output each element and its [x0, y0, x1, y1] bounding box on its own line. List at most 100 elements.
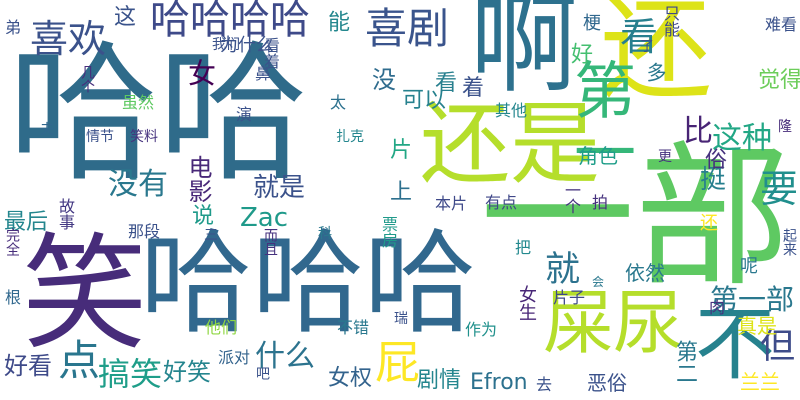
- cloud-word: 点: [58, 336, 101, 385]
- cloud-word: 好笑: [163, 358, 211, 386]
- cloud-word: 三: [202, 227, 218, 241]
- cloud-word: 笑料: [130, 129, 158, 145]
- cloud-word: 一部: [480, 127, 790, 308]
- cloud-word: 还: [600, 0, 712, 115]
- cloud-word: 要: [760, 167, 799, 211]
- cloud-word: 什么: [255, 339, 315, 374]
- cloud-word: 更: [658, 149, 672, 165]
- cloud-word: 比: [683, 114, 713, 149]
- cloud-word: 虽然: [122, 93, 155, 112]
- cloud-word: 会: [592, 275, 605, 289]
- cloud-word: 说: [192, 204, 215, 229]
- cloud-word: 不错: [337, 318, 370, 337]
- cloud-word: 能: [324, 10, 349, 32]
- cloud-word: 还是: [420, 92, 600, 197]
- cloud-word: 没有: [108, 167, 168, 202]
- cloud-word: 挺: [700, 165, 727, 195]
- cloud-word: 根: [5, 288, 22, 307]
- cloud-word: 肉: [709, 298, 726, 317]
- cloud-word: 屁: [375, 336, 421, 389]
- cloud-word: 我们: [212, 37, 240, 53]
- cloud-word: 情节: [86, 129, 114, 145]
- cloud-word: 他们: [205, 318, 238, 337]
- cloud-word: Zac: [240, 203, 289, 233]
- cloud-word: 这种: [712, 121, 772, 156]
- cloud-word: 着: [462, 76, 485, 101]
- cloud-word: 片子: [553, 288, 586, 307]
- cloud-word: 只能: [661, 5, 680, 37]
- cloud-word: 但: [760, 327, 796, 367]
- cloud-word: 起来: [781, 228, 797, 256]
- cloud-word: Efron: [470, 370, 528, 395]
- cloud-word: 依然: [625, 261, 665, 285]
- cloud-word: 觉得: [758, 68, 800, 93]
- cloud-word: 票房: [379, 216, 398, 248]
- cloud-word: 去: [536, 375, 553, 394]
- cloud-word: 其他: [495, 101, 528, 120]
- cloud-word: 作为: [465, 320, 498, 339]
- cloud-word: 拍: [592, 193, 609, 212]
- cloud-word: 吧: [254, 366, 270, 380]
- cloud-word: 可以: [402, 88, 447, 113]
- cloud-word: 屎尿: [543, 282, 683, 364]
- cloud-word: 扎克: [336, 129, 364, 145]
- cloud-word: 还: [700, 213, 718, 234]
- cloud-word: 故事: [56, 198, 75, 230]
- cloud-word: 哈哈: [8, 28, 309, 202]
- cloud-word: 隆: [778, 119, 792, 135]
- cloud-word: 女权: [328, 366, 373, 391]
- cloud-word: 哈哈哈: [140, 219, 476, 349]
- cloud-word: 啊: [470, 0, 579, 108]
- cloud-word: 女生: [516, 285, 537, 321]
- cloud-word: 梗: [583, 13, 601, 34]
- cloud-word: 好看: [4, 352, 52, 380]
- cloud-word: 不: [695, 298, 775, 391]
- cloud-word: 第一: [563, 58, 636, 182]
- cloud-word: 几个: [79, 65, 95, 93]
- cloud-word: 搞笑: [98, 355, 163, 393]
- cloud-word: 俗: [705, 148, 728, 173]
- cloud-word: 呢: [740, 256, 758, 277]
- cloud-word: 弟: [5, 18, 22, 37]
- cloud-word: 第二: [672, 340, 697, 384]
- cloud-word: 派对: [218, 348, 251, 367]
- cloud-word: 看: [435, 71, 458, 96]
- cloud-word: 一个: [562, 182, 581, 214]
- cloud-word: 剧情: [417, 368, 462, 393]
- cloud-word: 兰兰: [740, 370, 780, 394]
- cloud-word: 为什么: [220, 35, 274, 56]
- cloud-word: 了: [640, 39, 654, 55]
- cloud-word: 科: [318, 226, 332, 242]
- cloud-word: 太: [330, 93, 347, 112]
- cloud-word: 那段: [128, 222, 161, 241]
- cloud-word: 这: [114, 5, 137, 30]
- cloud-word: 就: [545, 250, 581, 290]
- cloud-word: 有点: [485, 193, 518, 212]
- cloud-word: 多: [643, 62, 667, 82]
- cloud-word: 笑: [22, 222, 147, 367]
- cloud-word: 看着: [261, 37, 280, 69]
- cloud-word: 鼻: [252, 65, 271, 81]
- cloud-word: 演: [236, 105, 253, 124]
- cloud-word: 角色: [578, 144, 618, 168]
- cloud-word: 夫: [40, 122, 54, 138]
- cloud-word: 电影: [184, 155, 212, 203]
- cloud-word: 而且: [262, 228, 278, 256]
- cloud-word: 第一部: [710, 283, 795, 316]
- cloud-word: 片: [390, 138, 413, 163]
- cloud-word: 女: [188, 57, 217, 90]
- cloud-word: 本片: [435, 194, 468, 213]
- cloud-word: 把: [515, 238, 532, 257]
- cloud-word: 看: [620, 15, 659, 59]
- cloud-word: 难看: [765, 15, 798, 34]
- cloud-word: 没: [372, 66, 396, 94]
- cloud-word: 喜欢: [30, 17, 107, 61]
- cloud-word: 瑞: [394, 311, 408, 327]
- cloud-word: 喜剧: [365, 4, 450, 53]
- cloud-word: 最后: [4, 210, 49, 235]
- cloud-word: 就是: [253, 173, 306, 203]
- cloud-word: 完全: [4, 228, 20, 256]
- cloud-word: 上: [390, 180, 413, 205]
- cloud-word: 哈哈哈哈: [150, 0, 310, 43]
